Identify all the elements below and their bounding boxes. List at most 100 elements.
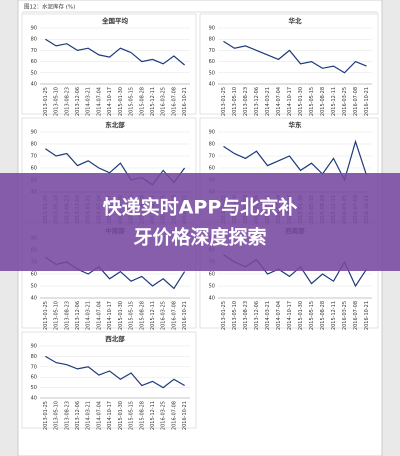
chart-title: 华东: [289, 120, 303, 129]
y-tick-label: 90: [31, 26, 37, 32]
x-tick-label: 2014-10-17: [107, 87, 113, 116]
y-tick-label: 40: [209, 82, 215, 88]
x-tick-label: 2013-08-23: [243, 87, 249, 116]
x-tick-label: 2013-01-25: [43, 401, 49, 430]
y-tick-label: 70: [31, 154, 37, 160]
y-tick-label: 60: [209, 59, 215, 65]
x-tick-label: 2016-10-21: [182, 87, 188, 116]
chart-frame: [21, 13, 197, 115]
x-tick-label: 2015-01-30: [118, 87, 124, 116]
y-tick-label: 80: [31, 142, 37, 148]
x-tick-label: 2015-08-28: [139, 87, 145, 116]
x-tick-label: 2016-07-08: [171, 301, 177, 330]
chart-frame: [21, 331, 197, 429]
series-line: [45, 38, 185, 66]
x-tick-label: 2013-01-25: [43, 301, 49, 330]
x-tick-label: 2014-07-04: [96, 87, 102, 116]
x-tick-label: 2015-05-15: [129, 301, 135, 330]
y-tick-label: 60: [31, 272, 37, 278]
x-tick-label: 2014-07-04: [96, 401, 102, 430]
x-tick-label: 2016-10-21: [364, 87, 370, 116]
x-tick-label: 2016-07-08: [353, 87, 359, 116]
x-tick-label: 2014-03-21: [86, 301, 92, 330]
x-tick-label: 2016-03-25: [342, 87, 348, 116]
x-tick-label: 2014-10-17: [287, 87, 293, 116]
y-tick-label: 60: [31, 59, 37, 65]
y-tick-label: 50: [209, 284, 215, 290]
y-tick-label: 50: [31, 385, 37, 391]
x-tick-label: 2013-08-23: [64, 301, 70, 330]
y-tick-label: 70: [31, 364, 37, 370]
x-tick-label: 2016-03-25: [161, 87, 167, 116]
y-tick-label: 40: [31, 396, 37, 402]
y-tick-label: 80: [31, 37, 37, 43]
charts: 全国平均 40 50 60 70 80 90 2013-01-25 2013-05-10 2013…: [21, 13, 379, 430]
y-tick-label: 80: [209, 37, 215, 43]
x-tick-label: 2014-07-04: [276, 301, 282, 330]
x-tick-label: 2016-10-21: [182, 401, 188, 430]
x-tick-label: 2015-12-11: [150, 301, 156, 330]
y-tick-label: 80: [209, 142, 215, 148]
series-line: [45, 355, 185, 389]
chart-frame: [199, 13, 379, 115]
x-tick-label: 2015-01-30: [118, 401, 124, 430]
series-line: [45, 148, 186, 186]
chart-title: 东北部: [105, 120, 125, 129]
y-tick-label: 90: [31, 344, 37, 350]
x-tick-label: 2015-01-30: [298, 301, 304, 330]
x-tick-label: 2013-08-23: [64, 87, 70, 116]
x-tick-label: 2016-07-08: [171, 401, 177, 430]
x-tick-label: 2015-01-30: [298, 87, 304, 116]
x-tick-label: 2016-07-08: [171, 87, 177, 116]
x-tick-label: 2014-10-17: [287, 301, 293, 330]
chart-title: 西北部: [105, 334, 125, 343]
x-tick-label: 2013-01-25: [43, 87, 49, 116]
x-tick-label: 2015-08-28: [320, 301, 326, 330]
y-tick-label: 90: [209, 26, 215, 32]
banner-bg: [0, 173, 400, 271]
header: 图12：水泥库存 (%): [24, 3, 75, 11]
x-tick-label: 2014-10-17: [107, 401, 113, 430]
chart-title: 华北: [289, 16, 303, 25]
x-tick-label: 2015-08-28: [139, 301, 145, 330]
banner-line: 牙价格深度探索: [133, 226, 266, 249]
y-tick-label: 70: [31, 48, 37, 54]
y-tick-label: 60: [31, 375, 37, 381]
banner-line: 快递实时APP与北京补: [103, 196, 298, 219]
x-tick-label: 2016-10-21: [364, 301, 370, 330]
x-tick-label: 2013-05-10: [54, 301, 60, 330]
x-tick-label: 2013-12-06: [75, 301, 81, 330]
y-tick-label: 50: [31, 284, 37, 290]
x-tick-label: 2016-03-25: [342, 301, 348, 330]
x-tick-label: 2013-08-23: [243, 301, 249, 330]
y-tick-label: 40: [31, 296, 37, 302]
y-tick-label: 60: [31, 166, 37, 172]
x-tick-label: 2014-03-21: [86, 401, 92, 430]
x-tick-label: 2014-10-17: [107, 301, 113, 330]
x-tick-label: 2016-07-08: [353, 301, 359, 330]
x-tick-label: 2013-08-23: [64, 401, 70, 430]
x-tick-label: 2013-12-06: [75, 87, 81, 116]
y-tick-label: 50: [209, 70, 215, 76]
y-tick-label: 40: [209, 296, 215, 302]
x-tick-label: 2015-08-28: [320, 87, 326, 116]
y-tick-label: 60: [209, 272, 215, 278]
x-tick-label: 2016-10-21: [182, 301, 188, 330]
x-tick-label: 2016-03-25: [161, 301, 167, 330]
x-tick-label: 2015-01-30: [118, 301, 124, 330]
y-tick-label: 90: [31, 130, 37, 136]
x-tick-label: 2013-05-10: [54, 401, 60, 430]
x-tick-label: 2013-05-10: [232, 87, 238, 116]
x-tick-label: 2014-07-04: [96, 301, 102, 330]
y-tick-label: 40: [31, 82, 37, 88]
x-tick-label: 2015-05-15: [129, 401, 135, 430]
y-tick-label: 60: [209, 166, 215, 172]
y-tick-label: 70: [209, 154, 215, 160]
x-tick-label: 2015-05-15: [309, 301, 315, 330]
x-tick-label: 2015-12-11: [150, 401, 156, 430]
x-tick-label: 2013-05-10: [232, 301, 238, 330]
series-line: [223, 40, 367, 74]
x-tick-label: 2015-12-11: [331, 301, 337, 330]
